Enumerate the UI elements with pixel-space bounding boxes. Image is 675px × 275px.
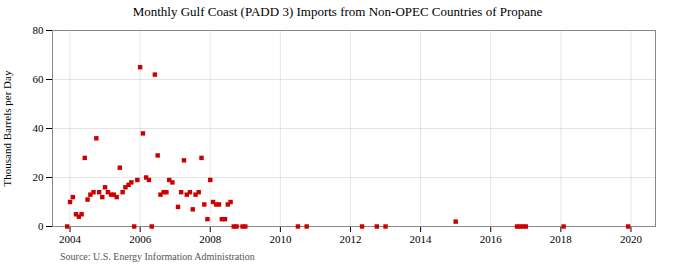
svg-text:2008: 2008 — [199, 233, 222, 245]
svg-text:2012: 2012 — [339, 233, 361, 245]
svg-text:2014: 2014 — [410, 233, 433, 245]
svg-text:2004: 2004 — [59, 233, 82, 245]
svg-text:0: 0 — [38, 220, 44, 232]
svg-text:40: 40 — [33, 122, 45, 134]
svg-text:20: 20 — [33, 171, 45, 183]
svg-text:2020: 2020 — [620, 233, 643, 245]
svg-text:2018: 2018 — [550, 233, 573, 245]
svg-text:Thousand Barrels per Day: Thousand Barrels per Day — [1, 70, 13, 186]
svg-text:2016: 2016 — [480, 233, 503, 245]
svg-text:2006: 2006 — [129, 233, 152, 245]
svg-text:2010: 2010 — [269, 233, 292, 245]
html-text:Source: U.S. Energy Informatio: Source: U.S. Energy Information Administ… — [60, 251, 255, 262]
html-text:Monthly Gulf Coast (PADD 3) Im: Monthly Gulf Coast (PADD 3) Imports from… — [132, 4, 543, 19]
svg-text:60: 60 — [33, 73, 45, 85]
svg-text:80: 80 — [33, 24, 45, 36]
